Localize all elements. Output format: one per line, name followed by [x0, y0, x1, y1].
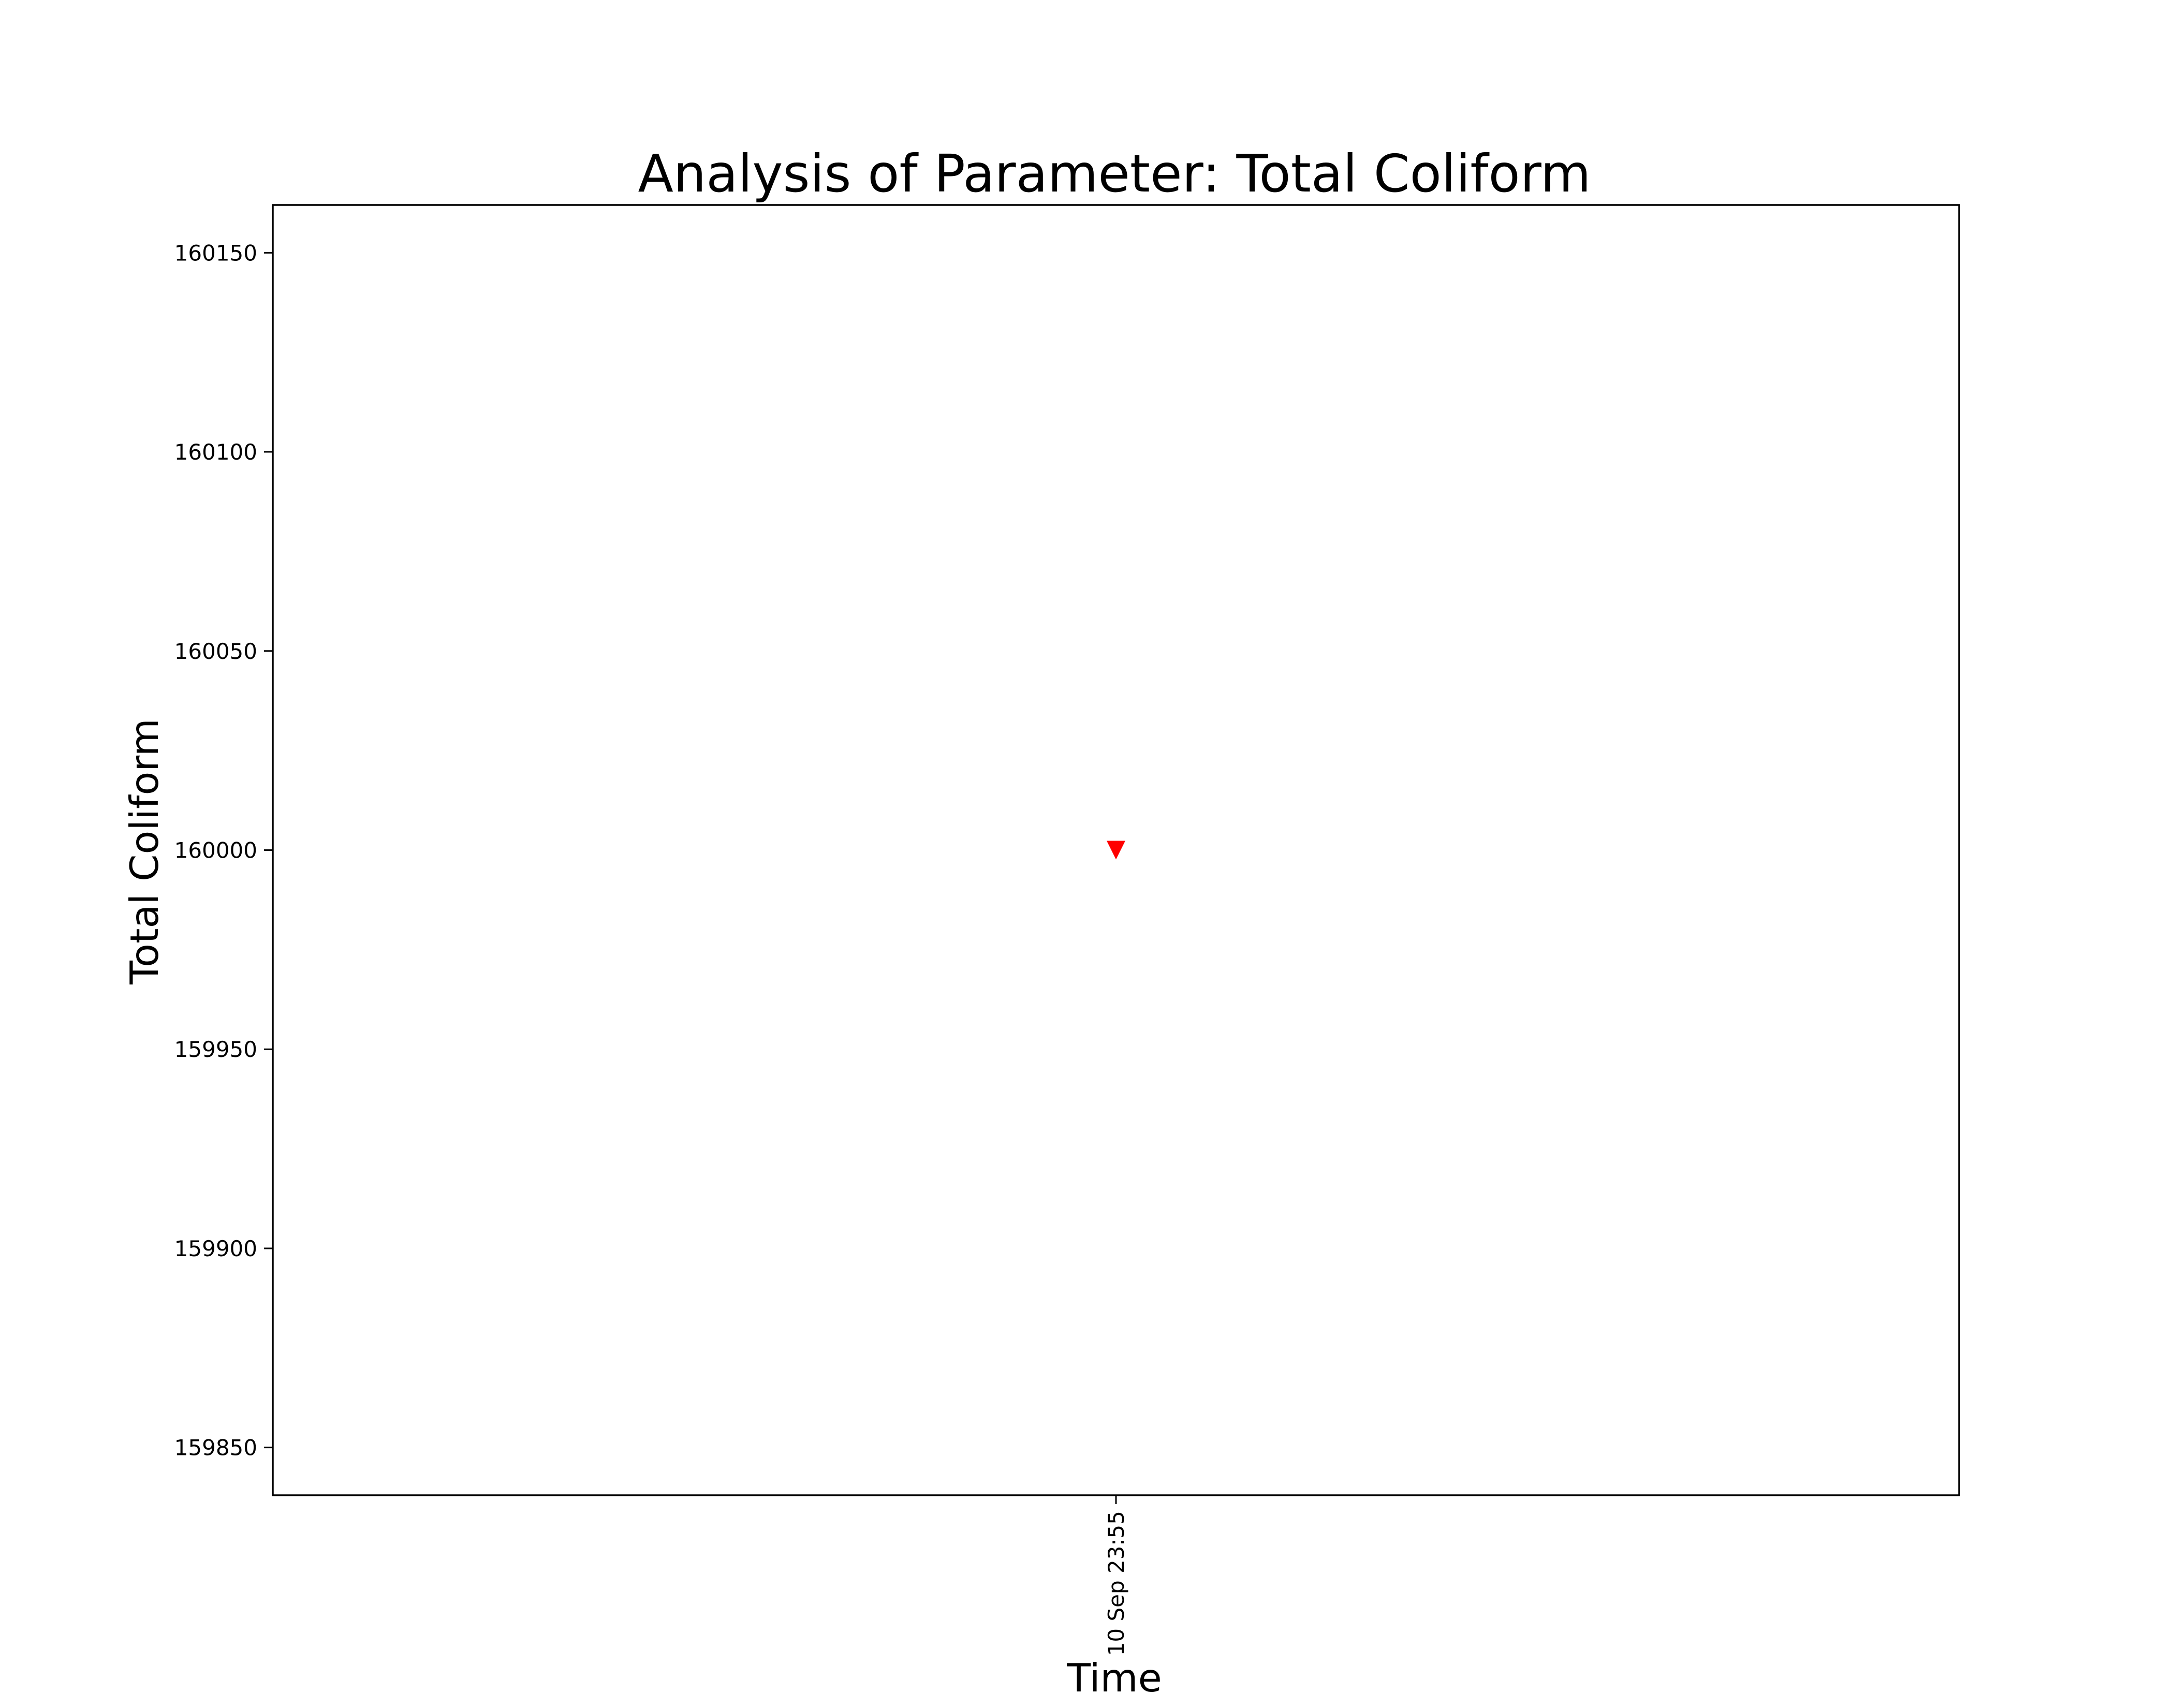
x-axis-label: Time — [1066, 1655, 1162, 1701]
y-axis: 159850 159900 159950 160000 160050 160100 1601… — [174, 240, 273, 1461]
chart-title: Analysis of Parameter: Total Coliform — [638, 143, 1591, 204]
y-tick-label: 160100 — [174, 439, 257, 465]
y-tick-label: 160050 — [174, 639, 257, 664]
y-tick-label: 159950 — [174, 1037, 257, 1062]
x-axis: 10 Sep 23:55 — [1104, 1495, 1129, 1656]
y-axis-label: Total Coliform — [122, 718, 167, 985]
y-tick-label: 160150 — [174, 240, 257, 266]
data-series — [1107, 841, 1125, 860]
x-tick-label: 10 Sep 23:55 — [1104, 1511, 1129, 1656]
y-tick-label: 159850 — [174, 1435, 257, 1461]
y-tick-label: 159900 — [174, 1236, 257, 1261]
data-point — [1107, 841, 1125, 860]
y-tick-label: 160000 — [174, 838, 257, 863]
